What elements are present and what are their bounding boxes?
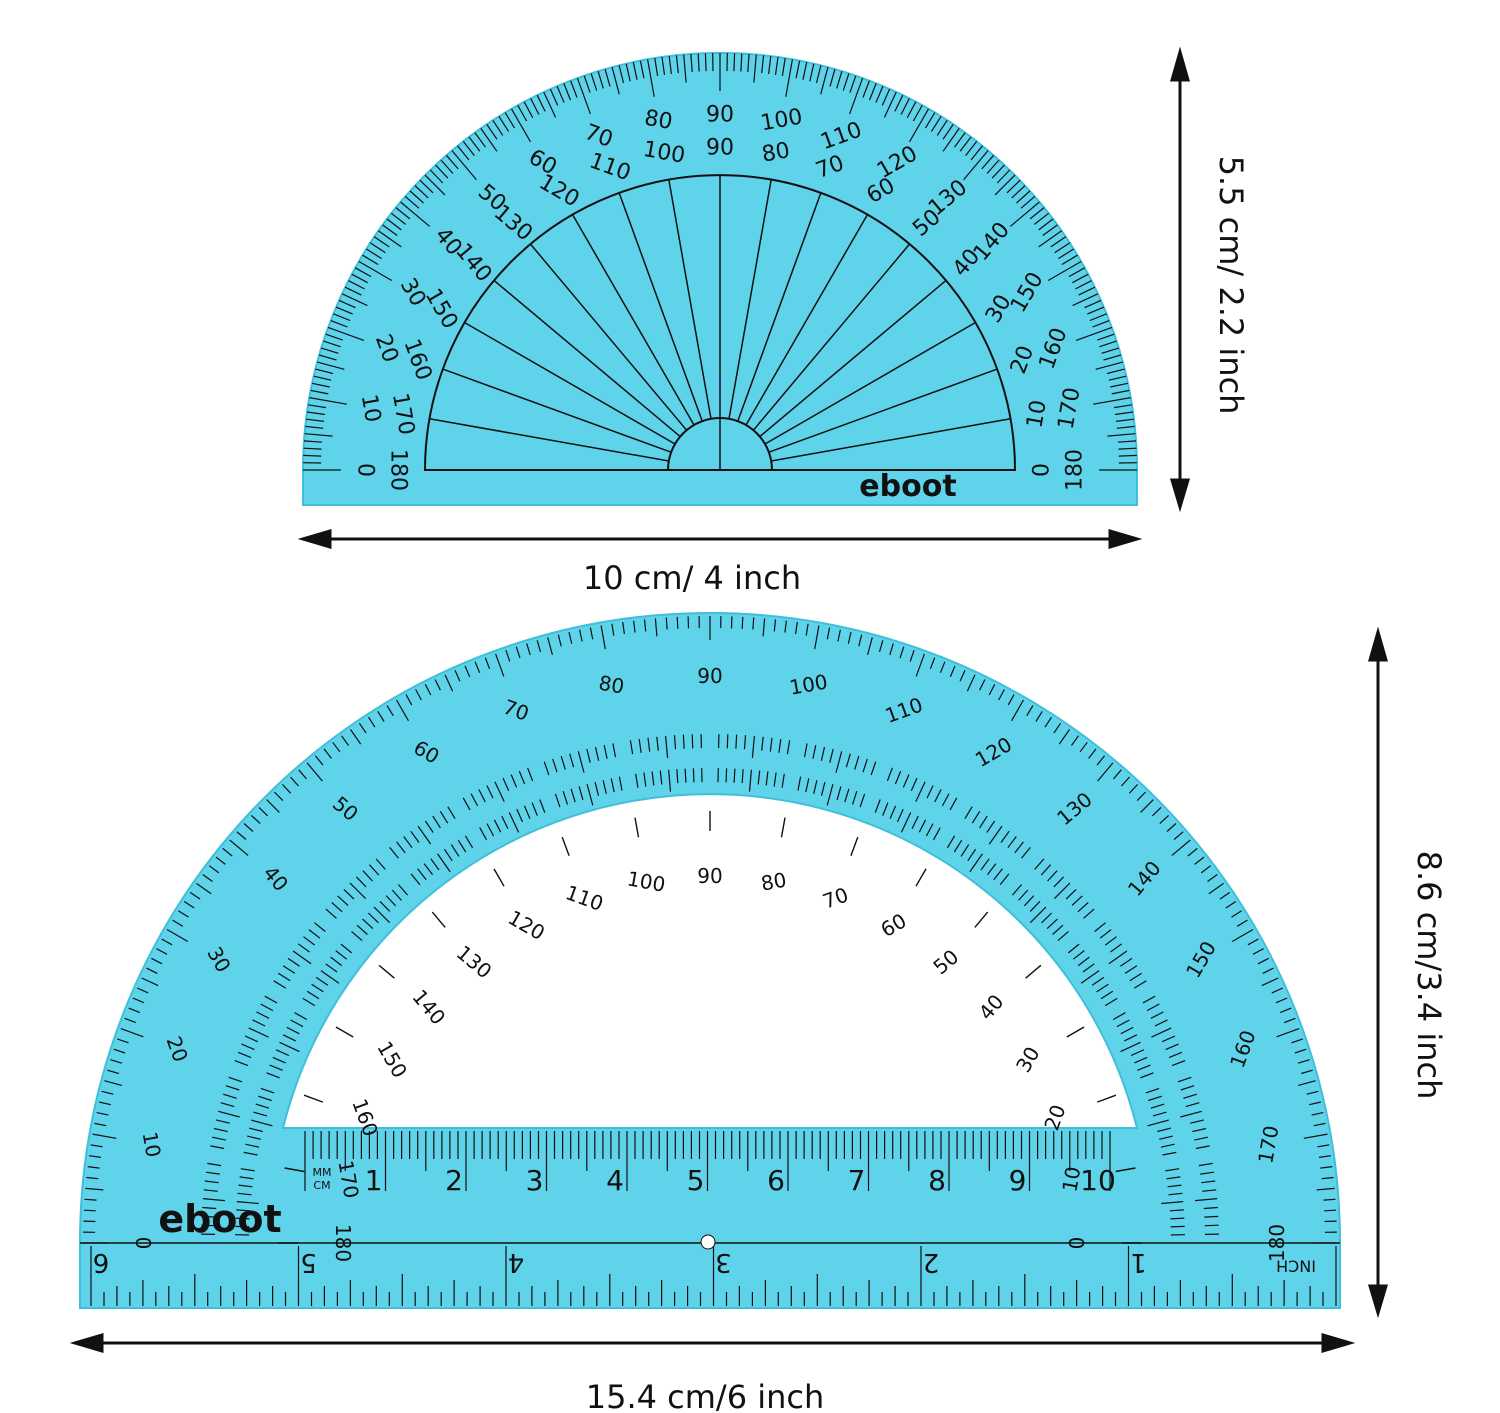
center-hub — [667, 417, 773, 471]
mm-label: MM — [313, 1166, 332, 1179]
inner-scale-label: 90 — [706, 136, 734, 161]
inch-label: INCH — [1276, 1257, 1316, 1276]
outer-scale-label: 90 — [697, 664, 722, 688]
inner-scale-label: 90 — [697, 864, 722, 888]
cm-number: 3 — [526, 1164, 544, 1197]
brand-logo: eboot — [859, 469, 956, 504]
inner-scale-label: 140 — [407, 985, 450, 1030]
small-width-label: 10 cm/ 4 inch — [583, 559, 801, 597]
cm-number: 9 — [1009, 1164, 1027, 1197]
inner-scale-label: 110 — [562, 880, 606, 916]
inner-scale-label: 40 — [974, 990, 1009, 1025]
inch-number: 5 — [300, 1247, 317, 1277]
protractor-body — [79, 612, 1341, 1309]
inner-scale-label: 30 — [1011, 1042, 1045, 1076]
inner-scale-label: 130 — [452, 940, 497, 983]
outer-scale-label: 180 — [1063, 449, 1088, 491]
inner-scale-label: 80 — [760, 138, 792, 167]
cm-number: 6 — [767, 1164, 785, 1197]
inch-number: 6 — [93, 1247, 110, 1277]
degree-ticks — [201, 734, 1219, 1235]
cm-label: CM — [313, 1179, 330, 1192]
inch-number: 2 — [923, 1247, 940, 1277]
inch-number: 3 — [715, 1247, 732, 1277]
cm-number: 2 — [445, 1164, 463, 1197]
dimension-arrows — [69, 46, 1389, 1354]
outer-scale-label: 10 — [138, 1130, 166, 1159]
cm-ruler-ticks — [304, 1131, 1111, 1191]
inner-scale-label: 0 — [1030, 463, 1055, 477]
degree-ticks — [235, 768, 1185, 1236]
inner-scale-label: 150 — [372, 1037, 412, 1082]
outer-scale-label: 0 — [353, 463, 378, 477]
brand-logo: eboot — [158, 1197, 281, 1241]
outer-scale-label: 80 — [642, 106, 674, 135]
inner-scale-label: 180 — [386, 449, 411, 491]
radial-lines — [429, 175, 1011, 470]
inner-scale-label: 60 — [876, 908, 910, 942]
inner-scale-label: 100 — [625, 866, 667, 896]
inch-ruler-ticks — [90, 1246, 1337, 1306]
cm-number: 8 — [928, 1164, 946, 1197]
center-hole — [700, 1234, 716, 1250]
large-height-label: 8.6 cm/3.4 inch — [1410, 851, 1448, 1100]
outer-scale-label: 10 — [356, 392, 385, 424]
inner-scale-label: 10 — [1057, 1165, 1085, 1194]
outer-scale-label: 80 — [597, 671, 626, 699]
cm-number: 7 — [848, 1164, 866, 1197]
inner-scale-label: 70 — [819, 882, 851, 913]
inch-number: 4 — [508, 1247, 525, 1277]
cm-number: 4 — [606, 1164, 624, 1197]
inner-scale-label: 50 — [928, 945, 963, 980]
degree-ticks — [303, 53, 1137, 471]
inner-scale-label: 120 — [504, 905, 549, 945]
cm-number: 5 — [687, 1164, 705, 1197]
inch-number: 1 — [1130, 1247, 1147, 1277]
cm-number: 1 — [365, 1164, 383, 1197]
inner-scale-label: 10 — [1022, 398, 1051, 430]
outer-scale-label: 90 — [706, 103, 734, 128]
inner-scale-label: 80 — [759, 868, 788, 896]
large-width-label: 15.4 cm/6 inch — [586, 1378, 825, 1413]
small-height-label: 5.5 cm/ 2.2 inch — [1212, 156, 1250, 415]
cm-number: 10 — [1080, 1164, 1116, 1197]
inner-arc — [423, 174, 1017, 471]
